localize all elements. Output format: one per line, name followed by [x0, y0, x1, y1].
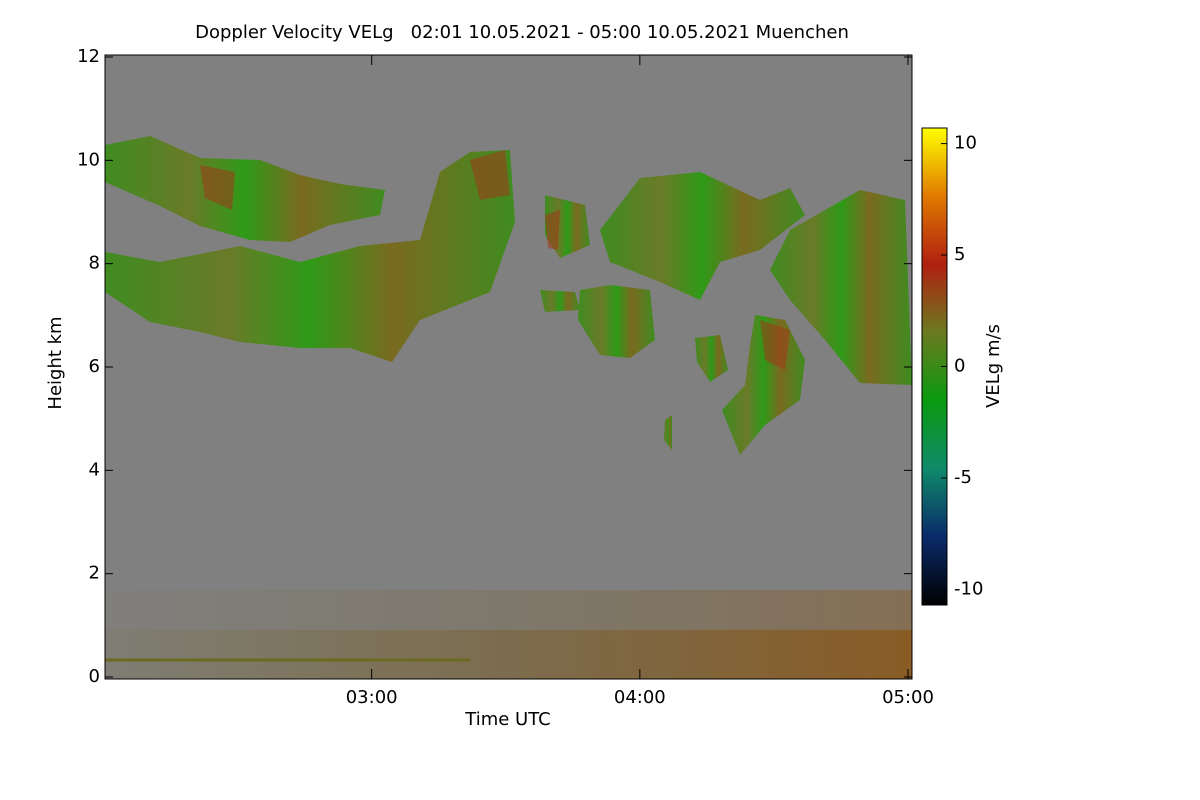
y-tick-label: 10	[77, 149, 100, 170]
y-tick-label: 6	[89, 356, 100, 377]
y-tick-label: 2	[89, 563, 100, 584]
x-tick-label: 04:00	[614, 687, 666, 708]
y-tick-label: 4	[89, 459, 100, 480]
colorbar-tick-label: 5	[954, 244, 965, 265]
colorbar-label: VELg m/s	[983, 324, 1004, 408]
x-axis-label: Time UTC	[464, 709, 550, 730]
colorbar-tick-label: -5	[954, 467, 972, 488]
cloud-streaks	[200, 150, 790, 370]
y-axis-label: Height km	[45, 316, 66, 409]
y-tick-label: 8	[89, 253, 100, 274]
x-tick-label: 03:00	[346, 687, 398, 708]
noise-band	[105, 630, 912, 679]
colorbar-tick-label: 0	[954, 356, 965, 377]
colorbar-tick-label: -10	[954, 578, 983, 599]
chart-title: Doppler Velocity VELg 02:01 10.05.2021 -…	[195, 22, 849, 43]
y-tick-label: 0	[89, 666, 100, 687]
x-tick-label: 05:00	[882, 687, 934, 708]
colorbar-tick-label: 10	[954, 133, 977, 154]
y-tick-label: 12	[77, 46, 100, 67]
plot-area	[105, 55, 912, 679]
